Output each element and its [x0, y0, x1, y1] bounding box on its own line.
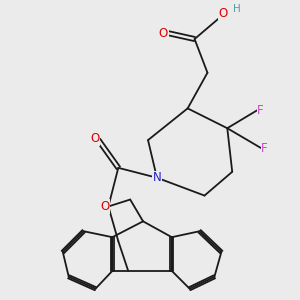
- Text: O: O: [90, 132, 100, 145]
- Text: H: H: [233, 4, 241, 14]
- Text: O: O: [100, 200, 110, 213]
- Text: F: F: [261, 142, 268, 154]
- Text: F: F: [257, 104, 264, 117]
- Text: O: O: [218, 7, 227, 20]
- Text: O: O: [159, 27, 168, 40]
- Text: N: N: [153, 171, 161, 184]
